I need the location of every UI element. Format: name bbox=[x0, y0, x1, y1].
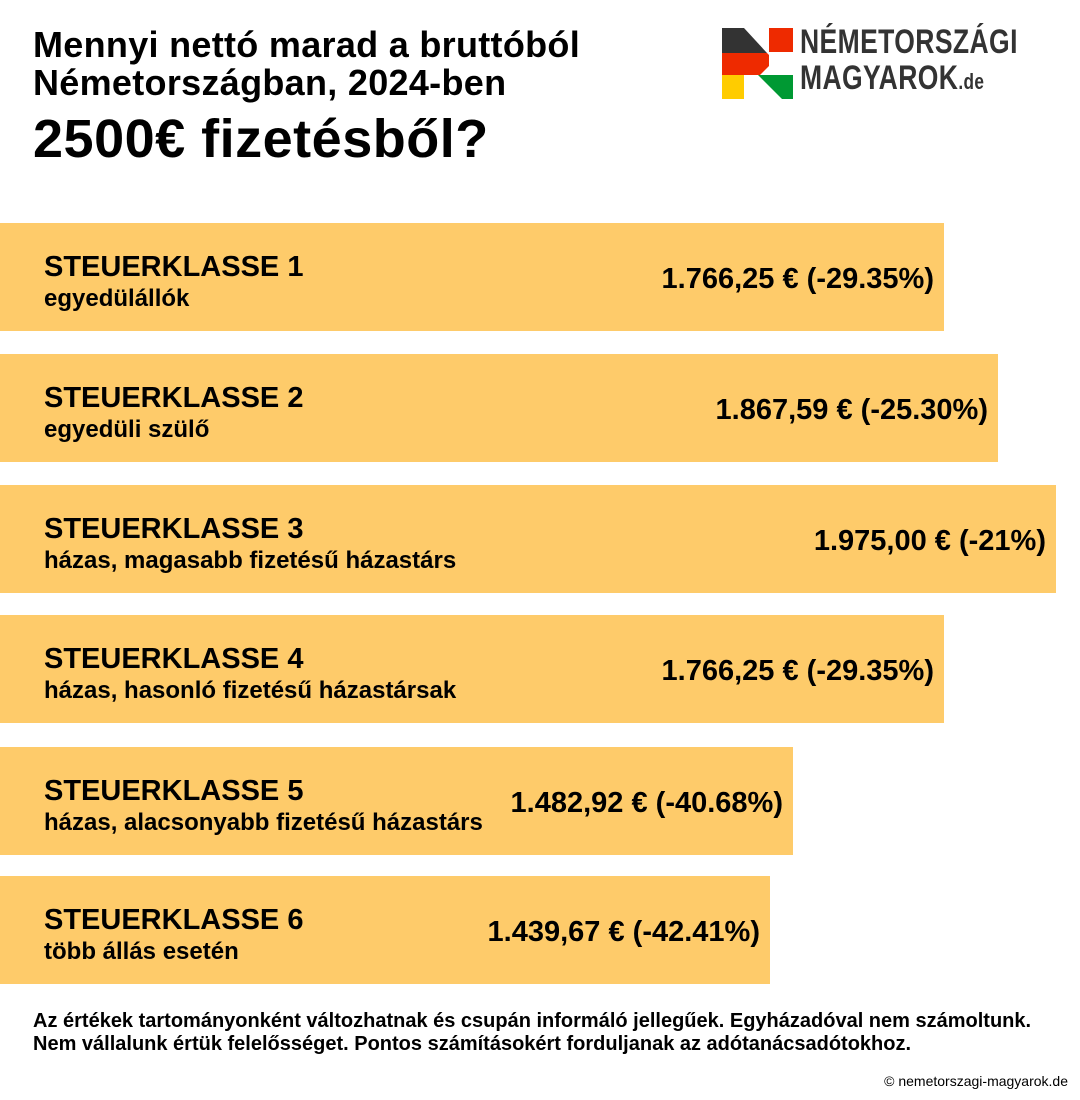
bar-category: STEUERKLASSE 2 bbox=[44, 382, 304, 414]
bar-category: STEUERKLASSE 6 bbox=[44, 904, 304, 936]
bar-category: STEUERKLASSE 1 bbox=[44, 251, 304, 283]
bar-subtitle: több állás esetén bbox=[44, 938, 239, 965]
title-line-1: Mennyi nettó marad a bruttóból bbox=[33, 24, 581, 65]
bar-subtitle: házas, magasabb fizetésű házastárs bbox=[44, 547, 457, 574]
logo-text: NÉMETORSZÁGI MAGYAROK.de bbox=[800, 23, 1018, 97]
chart-title: Mennyi nettó marad a bruttóból Németorsz… bbox=[33, 26, 580, 170]
bar-value-label: 1.766,25 € (-29.35%) bbox=[661, 263, 934, 295]
bar-value-label: 1.867,59 € (-25.30%) bbox=[715, 394, 988, 426]
bar-steuerklasse-5: STEUERKLASSE 5 házas, alacsonyabb fizetés… bbox=[0, 747, 793, 855]
title-line-3: 2500€ fizetésből? bbox=[33, 109, 489, 169]
bar-value-label: 1.439,67 € (-42.41%) bbox=[487, 916, 760, 948]
bar-subtitle: egyedülállók bbox=[44, 285, 190, 312]
bar-category: STEUERKLASSE 4 bbox=[44, 643, 304, 675]
bar-subtitle: egyedüli szülő bbox=[44, 416, 210, 443]
copyright: © nemetorszagi-magyarok.de bbox=[884, 1073, 1068, 1089]
bar-value-label: 1.975,00 € (-21%) bbox=[813, 525, 1046, 557]
bar-subtitle: házas, hasonló fizetésű házastársak bbox=[44, 677, 457, 704]
bar-value-label: 1.766,25 € (-29.35%) bbox=[661, 655, 934, 687]
bar-steuerklasse-4: STEUERKLASSE 4 házas, hasonló fizetésű há… bbox=[0, 615, 944, 723]
disclaimer-note: Az értékek tartományonként változhatnak … bbox=[33, 1010, 1032, 1055]
logo: NÉMETORSZÁGI MAGYAROK.de bbox=[722, 24, 1032, 100]
bar-category: STEUERKLASSE 5 bbox=[44, 775, 304, 807]
bar-steuerklasse-1: STEUERKLASSE 1 egyedülállók 1.766,25 € (-2… bbox=[0, 223, 944, 331]
logo-flag-icon bbox=[722, 28, 793, 99]
bar-steuerklasse-3: STEUERKLASSE 3 házas, magasabb fizetésű h… bbox=[0, 485, 1056, 593]
bar-subtitle: házas, alacsonyabb fizetésű házastárs bbox=[44, 809, 483, 836]
bar-steuerklasse-2: STEUERKLASSE 2 egyedüli szülő 1.867,59 € (… bbox=[0, 354, 998, 462]
bar-category: STEUERKLASSE 3 bbox=[44, 513, 304, 545]
bar-value-label: 1.482,92 € (-40.68%) bbox=[510, 787, 783, 819]
bar-steuerklasse-6: STEUERKLASSE 6 több állás esetén 1.439,67 … bbox=[0, 876, 770, 984]
title-line-2: Németországban, 2024-ben bbox=[33, 62, 507, 103]
